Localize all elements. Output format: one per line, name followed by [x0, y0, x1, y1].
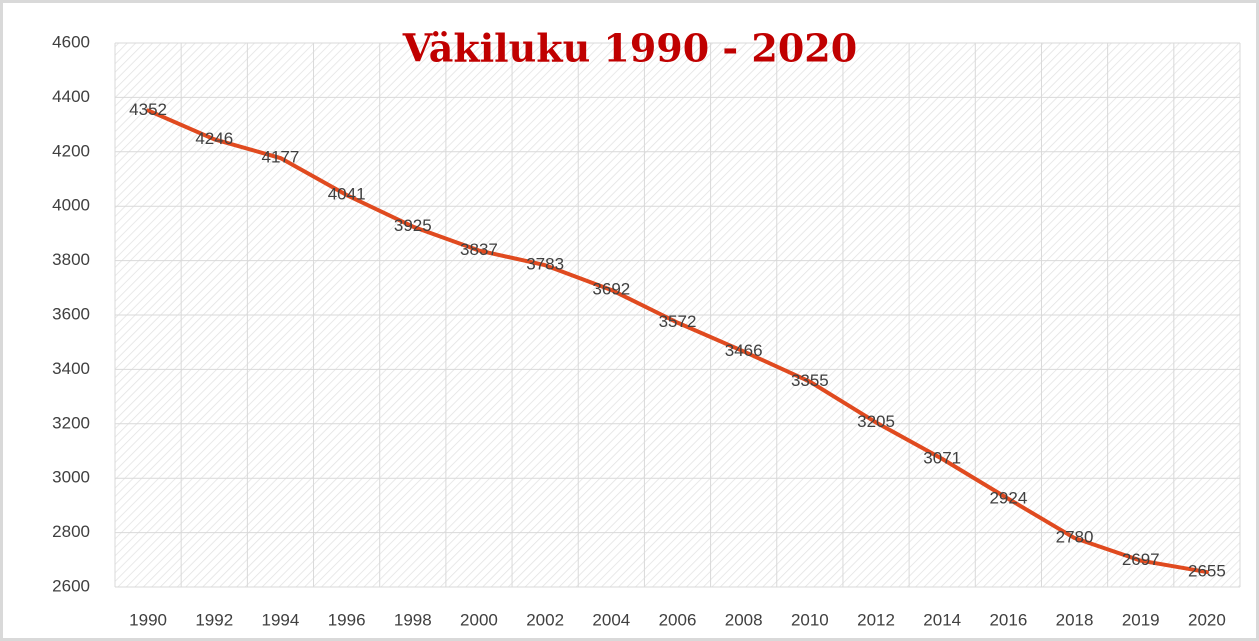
x-tick-label: 2020	[1188, 610, 1226, 629]
y-tick-label: 2800	[52, 522, 90, 541]
y-tick-label: 4000	[52, 196, 90, 215]
data-label: 3783	[526, 255, 564, 274]
x-tick-label: 1994	[262, 610, 300, 629]
x-tick-label: 2010	[791, 610, 829, 629]
data-label: 4352	[129, 100, 167, 119]
x-tick-label: 2006	[659, 610, 697, 629]
data-label: 2697	[1122, 550, 1160, 569]
x-tick-label: 2000	[460, 610, 498, 629]
data-label: 3205	[857, 412, 895, 431]
data-label: 3692	[592, 279, 630, 298]
data-label: 3572	[659, 312, 697, 331]
data-label: 2924	[989, 488, 1027, 507]
y-tick-label: 3400	[52, 359, 90, 378]
x-tick-label: 2008	[725, 610, 763, 629]
y-tick-label: 4600	[52, 32, 90, 51]
y-tick-label: 2600	[52, 576, 90, 595]
x-tick-label: 2012	[857, 610, 895, 629]
x-tick-label: 1996	[328, 610, 366, 629]
data-label: 4246	[195, 129, 233, 148]
x-tick-label: 2014	[923, 610, 961, 629]
line	[146, 108, 1209, 575]
x-tick-label: 2004	[592, 610, 630, 629]
data-label: 3837	[460, 240, 498, 259]
y-tick-label: 4200	[52, 141, 90, 160]
data-label: 3071	[923, 448, 961, 467]
data-label: 2655	[1188, 562, 1226, 581]
y-tick-label: 4400	[52, 87, 90, 106]
x-tick-label: 1990	[129, 610, 167, 629]
y-tick-label: 3800	[52, 250, 90, 269]
data-label: 4041	[328, 185, 366, 204]
y-tick-label: 3200	[52, 413, 90, 432]
x-tick-label: 2019	[1122, 610, 1160, 629]
marks: 4352 4246 4177 4041 3925 3837 3783 3692 3572 3466…	[129, 100, 1226, 581]
data-label: 3925	[394, 216, 432, 235]
y-tick-label: 3000	[52, 468, 90, 487]
x-tick-label: 2002	[526, 610, 564, 629]
chart-title: Väkiluku 1990 - 2020	[402, 26, 857, 71]
data-label: 2780	[1056, 528, 1094, 547]
data-label: 3466	[725, 341, 763, 360]
x-tick-label: 1992	[195, 610, 233, 629]
x-tick-label: 2018	[1056, 610, 1094, 629]
data-label: 4177	[262, 148, 300, 167]
data-label: 3355	[791, 371, 829, 390]
y-tick-label: 3600	[52, 304, 90, 323]
x-tick-label: 1998	[394, 610, 432, 629]
x-tick-label: 2016	[989, 610, 1027, 629]
grid	[114, 42, 1241, 588]
